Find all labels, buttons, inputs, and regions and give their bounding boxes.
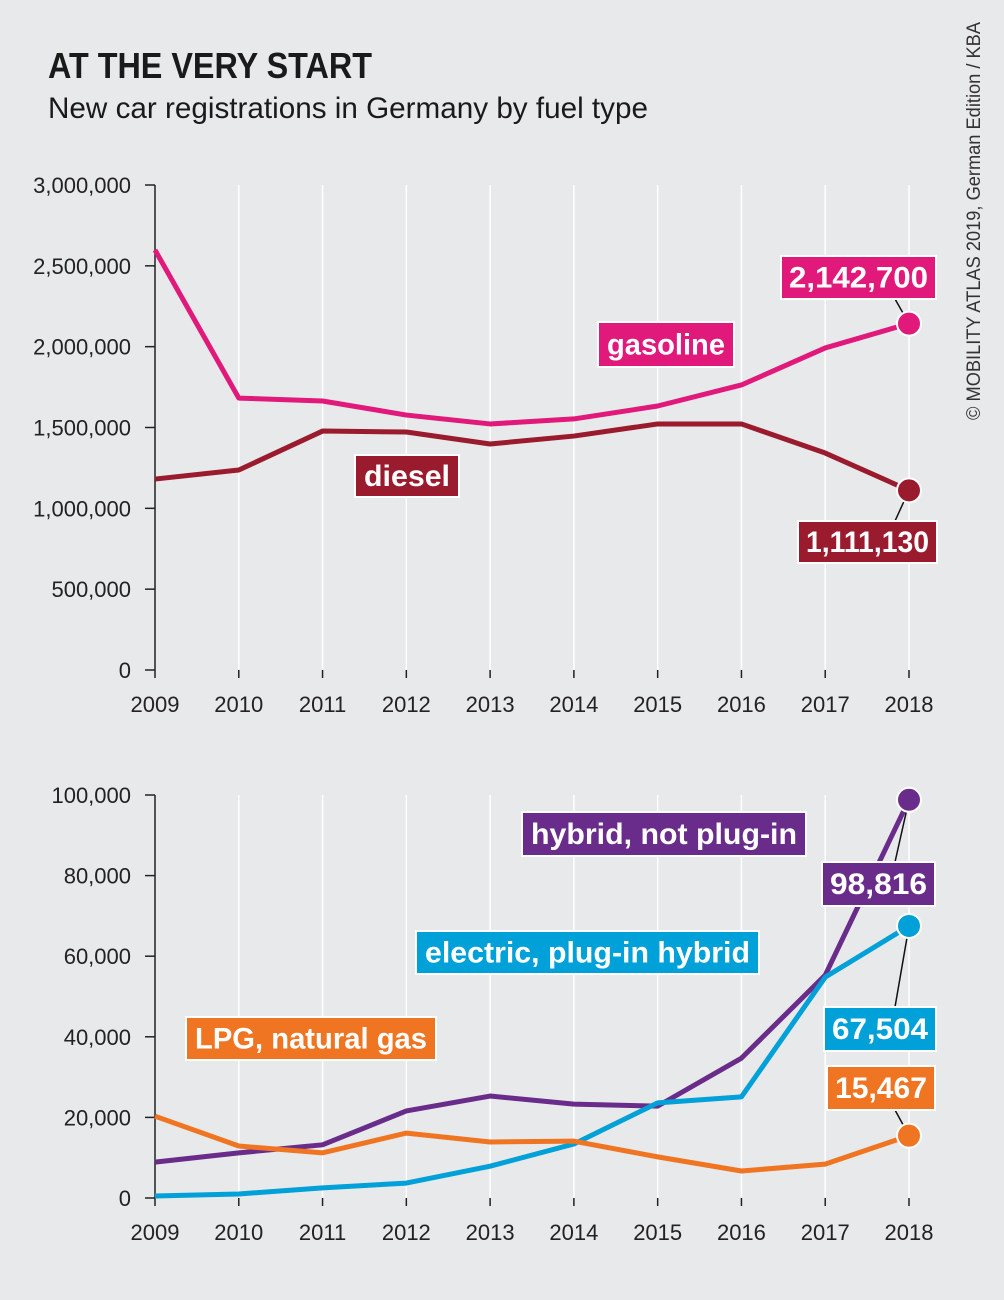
- series-line: [154, 1113, 910, 1174]
- end-point-marker: [896, 786, 922, 813]
- chart-title: AT THE VERY START: [48, 45, 372, 86]
- end-value-box: [780, 255, 937, 300]
- y-tick-label: 1,500,000: [33, 416, 131, 441]
- x-tick-label: 2015: [633, 1220, 682, 1245]
- series-name-box: [415, 930, 760, 975]
- series-name-box: [521, 811, 807, 857]
- x-tick-label: 2018: [885, 1220, 934, 1245]
- series-name-box: [597, 321, 735, 368]
- series-name-box: [185, 1016, 437, 1061]
- y-tick-label: 80,000: [64, 864, 131, 889]
- end-point-marker: [896, 1122, 922, 1149]
- source-credit: © MOBILITY ATLAS 2019, German Edition / …: [964, 22, 985, 420]
- x-tick-label: 2018: [885, 692, 934, 717]
- end-value-label: 2,142,700: [789, 262, 928, 295]
- y-tick-label: 2,000,000: [33, 335, 131, 360]
- end-value-box: [826, 1065, 936, 1111]
- x-tick-label: 2013: [466, 1220, 515, 1245]
- end-point-marker: [896, 310, 922, 337]
- x-tick-label: 2017: [801, 692, 850, 717]
- end-point-marker: [896, 912, 922, 939]
- series-name-label: electric, plug-in hybrid: [425, 937, 750, 970]
- x-tick-label: 2009: [131, 1220, 180, 1245]
- series-line: [152, 248, 910, 427]
- x-tick-label: 2012: [382, 692, 431, 717]
- end-point-marker: [896, 477, 922, 504]
- x-tick-label: 2011: [299, 692, 346, 717]
- x-tick-label: 2015: [633, 692, 682, 717]
- series-name-label: diesel: [364, 460, 450, 493]
- x-tick-label: 2010: [214, 1220, 263, 1245]
- x-tick-label: 2010: [214, 692, 263, 717]
- end-value-box: [823, 1006, 937, 1052]
- x-tick-label: 2014: [549, 1220, 598, 1245]
- y-tick-label: 0: [119, 1186, 131, 1211]
- x-tick-label: 2016: [717, 1220, 766, 1245]
- x-tick-label: 2013: [466, 692, 515, 717]
- end-value-box: [797, 520, 938, 564]
- end-value-label: 67,504: [832, 1013, 928, 1046]
- y-tick-label: 2,500,000: [33, 254, 131, 279]
- bottom-chart: 2009 2010 2011 2012 2013 2014 2015 2016 2017 2018…: [51, 783, 937, 1245]
- x-tick-label: 2009: [131, 692, 180, 717]
- series-name-label: gasoline: [607, 329, 725, 362]
- y-tick-label: 20,000: [64, 1105, 131, 1130]
- x-tick-label: 2016: [717, 692, 766, 717]
- y-tick-label: 500,000: [51, 577, 131, 602]
- x-tick-label: 2011: [299, 1220, 346, 1245]
- y-tick-label: 0: [119, 658, 131, 683]
- series-name-label: hybrid, not plug-in: [531, 818, 797, 851]
- y-tick-label: 3,000,000: [33, 173, 131, 198]
- y-tick-label: 60,000: [64, 944, 131, 969]
- label-connector: [894, 925, 910, 1008]
- y-tick-label: 40,000: [64, 1025, 131, 1050]
- top-chart: 2009 2010 2011 2012 2013 2014 2015 2016 2017 2018…: [33, 173, 938, 717]
- series-line: [154, 421, 911, 493]
- end-value-label: 15,467: [835, 1072, 927, 1105]
- x-tick-label: 2017: [801, 1220, 850, 1245]
- end-value-label: 98,816: [830, 868, 927, 901]
- x-tick-label: 2014: [549, 692, 598, 717]
- series-name-box: [354, 454, 460, 498]
- chart-subtitle: New car registrations in Germany by fuel…: [48, 92, 648, 125]
- y-tick-label: 100,000: [51, 783, 131, 808]
- y-tick-label: 1,000,000: [33, 496, 131, 521]
- series-name-label: LPG, natural gas: [195, 1023, 427, 1056]
- series-line: [154, 923, 911, 1199]
- x-tick-label: 2012: [382, 1220, 431, 1245]
- end-value-box: [821, 861, 936, 907]
- end-value-label: 1,111,130: [806, 526, 929, 559]
